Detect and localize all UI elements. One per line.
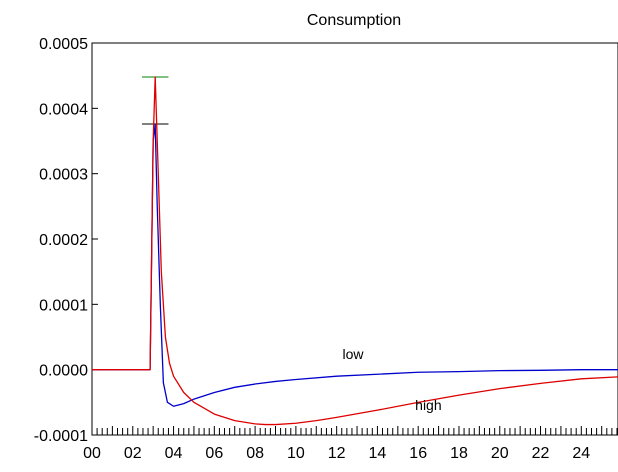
plot-frame xyxy=(91,42,618,436)
series-labels: low high xyxy=(342,346,441,413)
x-tick-label: 00 xyxy=(83,445,101,462)
y-tick-label: -0.0001 xyxy=(34,428,88,445)
x-tick-label: 02 xyxy=(124,445,142,462)
series-line-high xyxy=(92,76,618,426)
series-label-low: low xyxy=(342,346,364,362)
x-tick-label: 16 xyxy=(409,445,427,462)
x-tick-label: 24 xyxy=(572,445,590,462)
y-tick-label: 0.0000 xyxy=(39,363,88,380)
y-tick-label: 0.0002 xyxy=(39,232,88,249)
series-lines xyxy=(92,76,618,426)
x-tick-label: 10 xyxy=(287,445,305,462)
x-tick-label: 22 xyxy=(532,445,550,462)
x-tick-label: 20 xyxy=(491,445,509,462)
series-label-high: high xyxy=(415,397,441,413)
y-tick-label: 0.0004 xyxy=(39,101,88,118)
series-line-low xyxy=(92,124,618,407)
x-tick-label: 08 xyxy=(246,445,264,462)
y-tick-label: 0.0001 xyxy=(39,297,88,314)
x-tick-label: 06 xyxy=(205,445,223,462)
x-tick-label: 18 xyxy=(450,445,468,462)
y-tick-label: 0.0003 xyxy=(39,167,88,184)
y-axis: 0.0005 0.0004 0.0003 0.0002 0.0001 0.0000 -0.0… xyxy=(34,36,98,445)
x-tick-label: 12 xyxy=(328,445,346,462)
x-tick-label: 04 xyxy=(165,445,183,462)
x-tick-label: 14 xyxy=(369,445,387,462)
chart-title: Consumption xyxy=(307,12,401,29)
x-axis: 00 02 04 06 08 10 12 14 16 18 20 22 24 xyxy=(83,426,618,462)
y-tick-label: 0.0005 xyxy=(39,36,88,53)
